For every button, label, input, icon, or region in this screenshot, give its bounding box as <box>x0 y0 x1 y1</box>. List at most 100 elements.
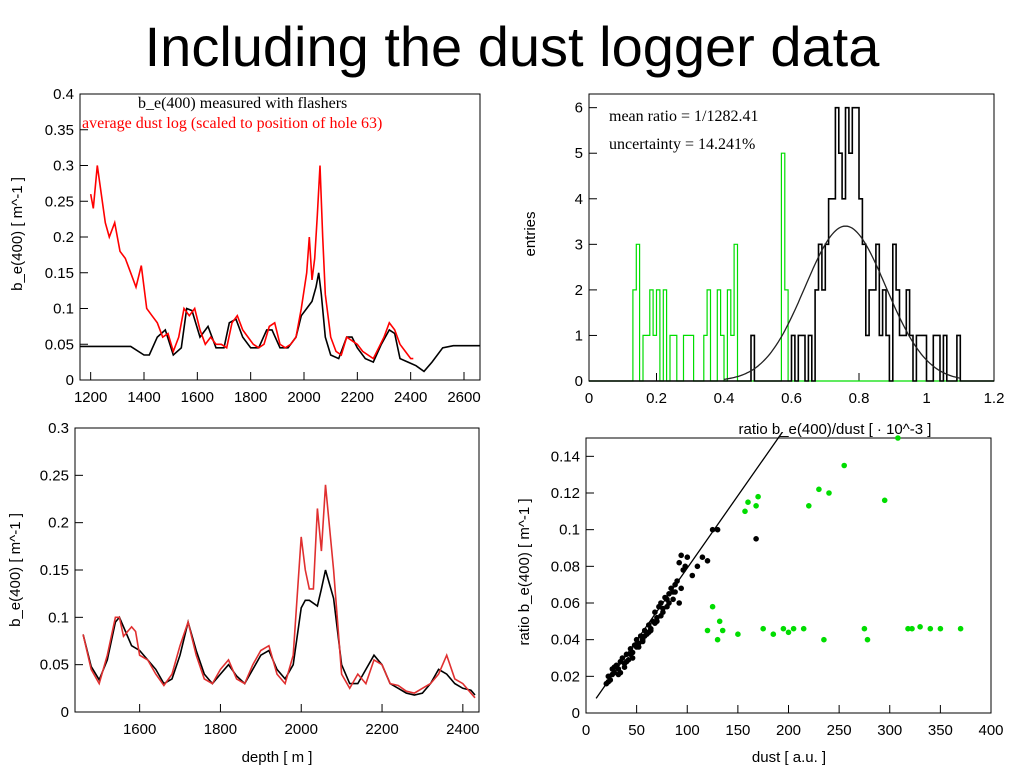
y-tick-label: 0.04 <box>551 632 580 649</box>
series-line-average dust log (scaled to position of hole 63) <box>89 165 414 360</box>
y-axis-label: b_e(400) [ m^-1 ] <box>7 513 24 627</box>
scatter-point-green <box>780 625 787 632</box>
scatter-point-green <box>770 631 777 637</box>
scatter-point-green <box>755 493 761 500</box>
scatter-point-black <box>714 526 721 533</box>
scatter-point-green <box>826 490 832 496</box>
scatter-point-black <box>652 609 658 615</box>
x-tick-label: 0 <box>582 722 590 739</box>
series-group <box>80 165 480 373</box>
scatter-point-green <box>704 627 711 634</box>
scatter-point-green <box>861 625 868 632</box>
chart-top-left: 1200 1400 1600 1800 2000 2200 2400 2600 0 0.05 0.1… <box>9 86 481 406</box>
slide-title: Including the dust logger data <box>144 15 880 78</box>
x-tick-label: 0.6 <box>781 390 802 407</box>
plot-frame <box>585 437 992 714</box>
x-axis-label: dust [ a.u. ] <box>752 749 826 766</box>
scatter-point-black <box>682 563 688 570</box>
y-tick-label: 0.05 <box>40 657 69 674</box>
y-tick-label: 2 <box>575 282 583 299</box>
scatter-point-black <box>670 596 676 603</box>
scatter-point-green <box>937 625 944 632</box>
scatter-point-black <box>627 651 634 658</box>
x-tick-label: 0.8 <box>849 390 870 407</box>
y-tick-label: 0.14 <box>551 448 580 465</box>
scatter-point-black <box>658 613 664 619</box>
series-line-black <box>82 569 476 696</box>
x-tick-label: 2600 <box>447 389 480 406</box>
scatter-point-black <box>641 633 648 639</box>
legend-entry-black: b_e(400) measured with flashers <box>138 95 347 112</box>
y-tick-label: 0.25 <box>40 467 69 484</box>
scatter-point-black <box>652 620 658 626</box>
y-tick-label: 0.3 <box>48 420 69 437</box>
x-axis-label: depth [ m ] <box>242 749 313 766</box>
y-tick-label: 0.35 <box>45 122 74 139</box>
y-tick-label: 0.15 <box>45 265 74 282</box>
y-tick-label: 5 <box>575 145 583 162</box>
y-tick-label: 0.1 <box>559 522 580 539</box>
scatter-point-black <box>674 578 680 584</box>
y-tick-label: 0.05 <box>45 336 74 353</box>
y-tick-label: 6 <box>575 100 583 117</box>
y-tick-label: 4 <box>575 191 583 208</box>
scatter-point-green <box>742 508 748 515</box>
x-tick-label: 50 <box>628 722 645 739</box>
scatter-point-green <box>806 503 812 509</box>
x-tick-label: 1 <box>922 390 930 407</box>
scatter-point-black <box>689 572 696 579</box>
y-tick-label: 0.3 <box>53 158 74 175</box>
y-tick-label: 0.4 <box>53 86 74 103</box>
scatter-point-black <box>605 679 612 685</box>
scatter-point-green <box>821 636 827 643</box>
plot-frame <box>79 93 481 381</box>
series-group <box>82 484 476 699</box>
scatter-point-black <box>694 563 701 570</box>
x-axis-label: ratio b_e(400)/dust [ · 10^-3 ] <box>739 421 932 438</box>
x-tick-label: 1800 <box>234 389 267 406</box>
scatter-point-green <box>785 629 792 636</box>
scatter-point-green <box>716 618 723 625</box>
x-tick-label: 250 <box>827 722 852 739</box>
series-group <box>589 106 994 382</box>
scatter-point-green <box>790 625 797 632</box>
y-tick-label: 0 <box>575 373 583 390</box>
scatter-point-green <box>905 625 911 632</box>
scatter-point-black <box>619 655 626 661</box>
scatter-point-green <box>714 636 721 643</box>
scatter-point-green <box>927 625 934 632</box>
scatter-point-green <box>745 499 751 505</box>
scatter-point-green <box>881 497 888 504</box>
tick-group: 0 50 100 150 200 250 300 350 400 0 0.02 0.04 0.06 0.0… <box>551 448 1004 739</box>
series-line-red <box>82 484 476 699</box>
scatter-point-green <box>957 625 964 632</box>
x-tick-label: 2000 <box>287 389 320 406</box>
y-axis-label: b_e(400) [ m^-1 ] <box>9 177 26 291</box>
chart-bottom-right: 0 50 100 150 200 250 300 350 400 0 0.02 0.04 0.06 0.0… <box>516 432 1004 766</box>
scatter-point-black <box>646 629 652 636</box>
series-group <box>595 432 964 699</box>
scatter-point-black <box>699 554 706 560</box>
y-tick-label: 0.02 <box>551 668 580 685</box>
y-tick-label: 0.06 <box>551 595 580 612</box>
x-tick-label: 1200 <box>74 389 107 406</box>
scatter-point-green <box>864 636 871 643</box>
scatter-point-black <box>633 644 640 650</box>
x-tick-label: 2400 <box>446 721 479 738</box>
scatter-point-black <box>664 603 670 610</box>
histogram-black <box>589 106 994 382</box>
scatter-point-green <box>917 624 923 630</box>
y-tick-label: 3 <box>575 236 583 253</box>
tick-group: 1200 1400 1600 1800 2000 2200 2400 2600 0 0.05 0.1… <box>45 86 481 406</box>
y-tick-label: 0.2 <box>53 229 74 246</box>
scatter-point-green <box>735 631 741 637</box>
scatter-point-black <box>658 600 664 606</box>
x-tick-label: 200 <box>776 722 801 739</box>
y-tick-label: 0.2 <box>48 515 69 532</box>
scatter-point-green <box>719 627 726 634</box>
y-tick-label: 0.12 <box>551 485 580 502</box>
scatter-point-black <box>678 585 684 592</box>
x-tick-label: 150 <box>725 722 750 739</box>
x-tick-label: 2000 <box>285 721 318 738</box>
scatter-point-green <box>816 486 822 493</box>
